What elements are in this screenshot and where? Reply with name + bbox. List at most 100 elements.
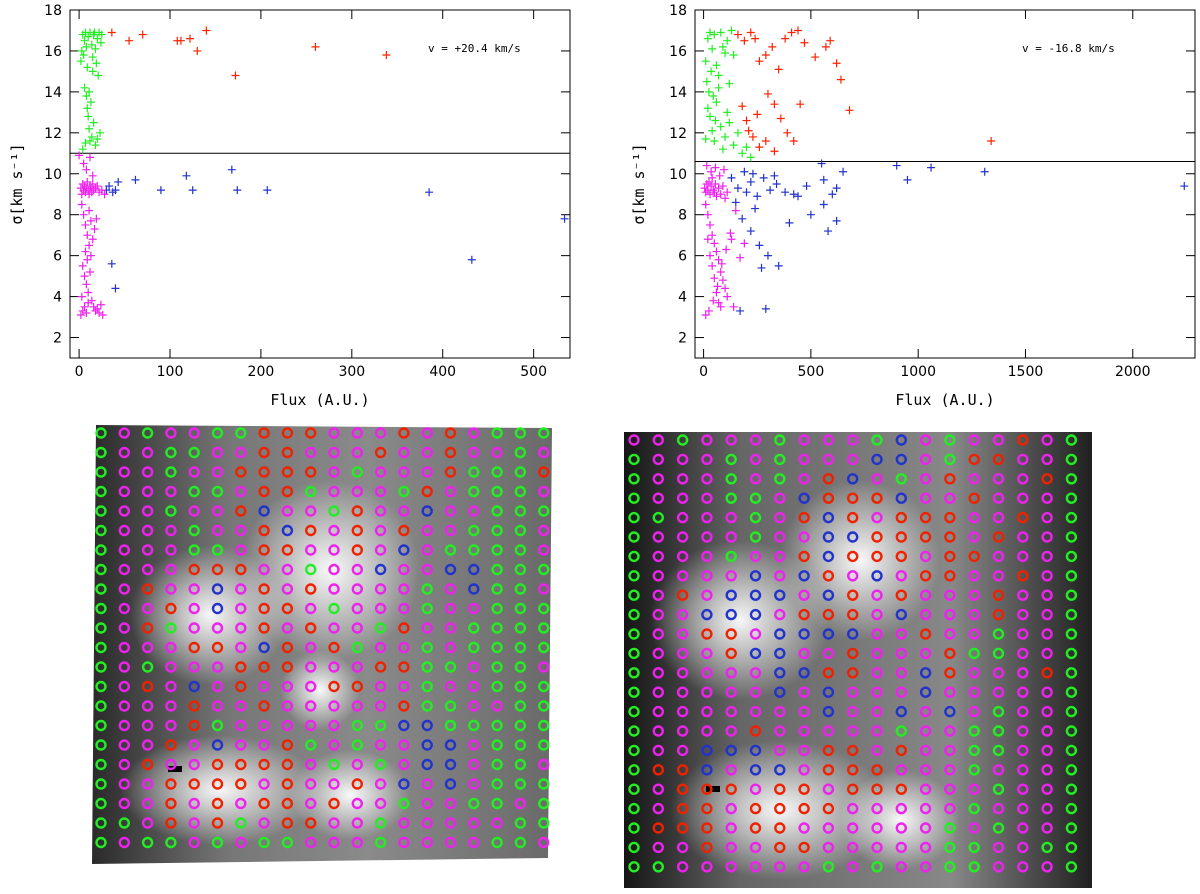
- dark-artifact: [168, 766, 182, 772]
- marker-circle: [847, 647, 859, 660]
- marker-circle: [328, 505, 340, 517]
- plot-top-right: 0 500 1000 1500 2000 2 4 6 8 10 12 14 16 18 v = -16.8…: [630, 3, 1196, 409]
- marker-circle: [1041, 550, 1053, 563]
- marker-circle: [847, 802, 859, 815]
- marker-circle: [749, 861, 762, 873]
- data-point: [770, 100, 779, 109]
- data-point: [718, 182, 727, 191]
- marker-circle: [398, 602, 410, 615]
- marker-circle: [141, 602, 154, 615]
- marker-circle: [444, 505, 457, 517]
- marker-circle: [95, 700, 107, 712]
- marker-circle: [165, 622, 177, 634]
- marker-circle: [1041, 511, 1053, 524]
- marker-circle: [538, 836, 550, 849]
- marker-circle: [1041, 473, 1053, 485]
- data-point: [796, 100, 805, 109]
- marker-circle: [1017, 764, 1029, 776]
- marker-circle: [491, 602, 503, 615]
- marker-circle: [871, 608, 883, 621]
- data-point: [746, 28, 755, 37]
- marker-circle: [235, 427, 247, 439]
- marker-circle: [421, 758, 433, 771]
- data-point: [772, 180, 781, 188]
- marker-circle: [822, 531, 835, 543]
- marker-circle: [258, 661, 270, 673]
- marker-circle: [749, 744, 762, 757]
- marker-circle: [538, 641, 550, 654]
- data-point: [86, 153, 94, 162]
- marker-grid: [95, 427, 550, 849]
- data-point: [202, 26, 211, 35]
- data-point: [91, 184, 100, 193]
- marker-circle: [211, 544, 224, 556]
- marker-circle: [468, 719, 480, 732]
- marker-circle: [281, 797, 294, 810]
- data-point: [729, 302, 738, 311]
- marker-circle: [822, 783, 835, 795]
- marker-circle: [1017, 473, 1029, 485]
- data-point: [832, 184, 841, 193]
- x-tick-label: 300: [338, 364, 365, 380]
- marker-circle: [211, 719, 224, 732]
- marker-circle: [491, 524, 503, 537]
- data-point: [711, 116, 720, 125]
- data-point: [703, 235, 712, 244]
- marker-circle: [305, 700, 317, 712]
- marker-circle: [822, 453, 835, 466]
- marker-circle: [895, 550, 907, 563]
- marker-circle: [351, 719, 363, 732]
- marker-circle: [676, 705, 689, 718]
- data-point: [82, 165, 91, 174]
- data-point: [80, 83, 89, 92]
- y-tick-label: 10: [669, 167, 687, 183]
- marker-circle: [258, 602, 270, 615]
- marker-circle: [235, 739, 247, 751]
- marker-circle: [798, 802, 810, 815]
- data-point: [82, 42, 91, 51]
- marker-circle: [1041, 783, 1053, 795]
- marker-circle: [305, 739, 317, 751]
- marker-circle: [421, 739, 433, 751]
- marker-circle: [351, 836, 363, 849]
- data-point: [93, 134, 102, 143]
- marker-circle: [725, 647, 737, 660]
- marker-circle: [676, 589, 689, 601]
- marker-circle: [1065, 744, 1078, 757]
- data-point: [98, 311, 107, 320]
- marker-circle: [141, 680, 154, 693]
- marker-circle: [1041, 570, 1053, 582]
- marker-circle: [968, 492, 980, 504]
- data-point: [927, 163, 936, 172]
- marker-circle: [895, 570, 907, 582]
- marker-circle: [749, 628, 762, 640]
- data-point: [706, 28, 715, 37]
- x-tick-label: 0: [75, 364, 84, 380]
- marker-circle: [188, 583, 200, 595]
- data-point: [753, 192, 762, 201]
- data-point: [828, 190, 837, 199]
- data-point: [712, 61, 721, 70]
- marker-circle: [749, 647, 762, 660]
- marker-circle: [944, 608, 956, 621]
- marker-circle: [538, 758, 550, 771]
- marker-circle: [676, 531, 689, 543]
- marker-circle: [628, 861, 640, 873]
- marker-circle: [749, 764, 762, 776]
- plot-top-left: 0 100 200 300 400 500 2 4 6 8 10 12 14 16 18 v = +20.4…: [8, 3, 571, 409]
- marker-circle: [258, 700, 270, 712]
- marker-circle: [701, 861, 713, 873]
- dark-artifact: [706, 786, 720, 792]
- marker-circle: [211, 524, 224, 537]
- marker-circle: [1041, 531, 1053, 543]
- marker-circle: [822, 492, 835, 504]
- marker-circle: [398, 680, 410, 693]
- marker-circle: [235, 446, 247, 459]
- marker-circle: [798, 511, 810, 524]
- marker-circle: [305, 641, 317, 654]
- data-point: [713, 282, 722, 291]
- marker-circle: [725, 764, 737, 776]
- marker-circle: [305, 719, 317, 732]
- marker-circle: [235, 778, 247, 790]
- marker-circle: [822, 705, 835, 718]
